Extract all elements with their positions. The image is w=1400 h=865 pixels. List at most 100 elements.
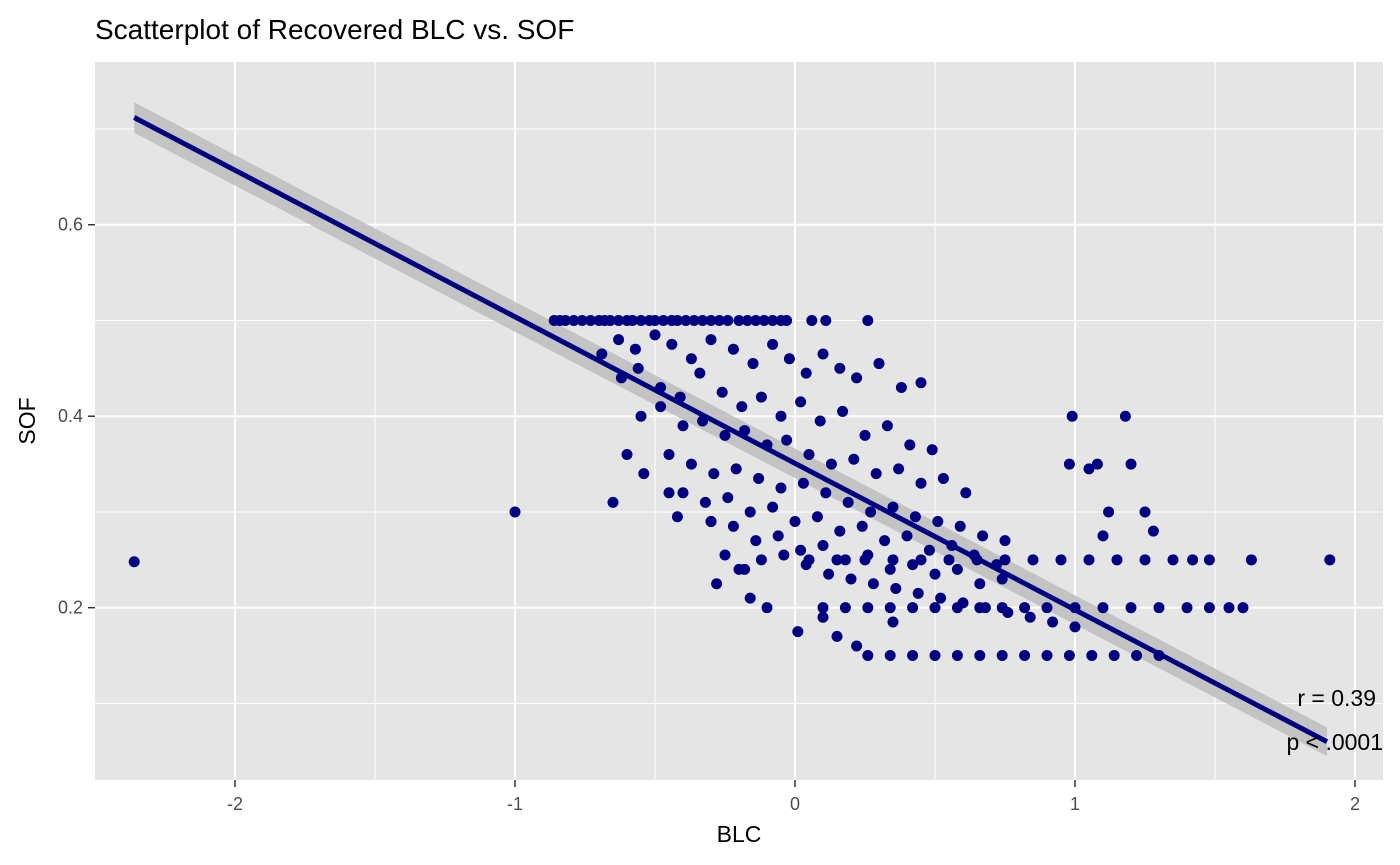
data-point <box>929 568 941 580</box>
data-point <box>1223 602 1235 614</box>
data-point <box>887 554 899 566</box>
data-point <box>722 492 734 504</box>
data-point <box>1066 410 1078 422</box>
data-point <box>629 343 641 355</box>
data-point <box>923 544 935 556</box>
data-point <box>1083 463 1095 475</box>
data-point <box>1097 530 1109 542</box>
data-point <box>1063 458 1075 470</box>
data-point <box>977 530 989 542</box>
data-point <box>996 650 1008 662</box>
data-point <box>862 314 874 326</box>
data-point <box>1108 650 1120 662</box>
data-point <box>1324 554 1336 566</box>
data-point <box>775 482 787 494</box>
data-point <box>733 314 745 326</box>
data-point <box>1041 602 1053 614</box>
data-point <box>999 535 1011 547</box>
data-point <box>859 554 871 566</box>
data-point <box>677 420 689 432</box>
data-point <box>638 468 650 480</box>
data-point <box>887 501 899 513</box>
data-point <box>772 530 784 542</box>
data-point <box>719 429 731 441</box>
data-point <box>1024 611 1036 623</box>
data-point <box>907 602 919 614</box>
p-value-annotation: p < .0001 <box>1286 729 1383 755</box>
data-point <box>789 516 801 528</box>
data-point <box>671 511 683 523</box>
data-point <box>884 602 896 614</box>
data-point <box>817 602 829 614</box>
data-point <box>680 314 692 326</box>
data-point <box>708 468 720 480</box>
data-point <box>671 314 683 326</box>
data-point <box>996 573 1008 585</box>
data-point <box>568 314 580 326</box>
y-tick-label: 0.2 <box>58 598 83 618</box>
data-point <box>755 554 767 566</box>
data-point <box>1091 458 1103 470</box>
data-point <box>781 314 793 326</box>
data-point <box>1203 554 1215 566</box>
data-point <box>722 314 734 326</box>
data-point <box>694 367 706 379</box>
data-point <box>705 334 717 346</box>
data-point <box>128 556 140 568</box>
data-point <box>1147 525 1159 537</box>
data-point <box>1153 602 1165 614</box>
data-point <box>915 377 927 389</box>
data-point <box>817 348 829 360</box>
data-point <box>803 449 815 461</box>
data-point <box>951 563 963 575</box>
data-point <box>663 449 675 461</box>
data-point <box>912 587 924 599</box>
data-point <box>1086 650 1098 662</box>
data-point <box>727 343 739 355</box>
data-point <box>825 458 837 470</box>
data-point <box>865 506 877 518</box>
data-point <box>716 386 728 398</box>
data-point <box>1097 602 1109 614</box>
data-point <box>1167 554 1179 566</box>
correlation-annotation: r = 0.39 <box>1297 685 1376 711</box>
data-point <box>730 463 742 475</box>
data-point <box>1119 410 1131 422</box>
data-point <box>1131 650 1143 662</box>
data-point <box>761 602 773 614</box>
data-point <box>758 314 770 326</box>
data-point <box>1187 554 1199 566</box>
data-point <box>655 401 667 413</box>
data-point <box>1139 554 1151 566</box>
data-point <box>783 353 795 365</box>
data-point <box>509 506 521 518</box>
x-axis-title: BLC <box>717 821 762 847</box>
data-point <box>895 381 907 393</box>
data-point <box>845 573 857 585</box>
data-point <box>744 506 756 518</box>
data-point <box>879 535 891 547</box>
data-point <box>741 314 753 326</box>
data-point <box>719 549 731 561</box>
data-point <box>814 415 826 427</box>
data-point <box>1047 616 1059 628</box>
data-point <box>635 410 647 422</box>
data-point <box>713 314 725 326</box>
data-point <box>1041 650 1053 662</box>
data-point <box>884 563 896 575</box>
data-point <box>937 472 949 484</box>
data-point <box>699 496 711 508</box>
y-axis-title: SOF <box>14 397 40 444</box>
data-point <box>747 358 759 370</box>
data-point <box>635 314 647 326</box>
data-point <box>705 516 717 528</box>
x-tick-label: 0 <box>790 794 800 814</box>
data-point <box>607 496 619 508</box>
data-point <box>1055 554 1067 566</box>
data-point <box>907 650 919 662</box>
data-point <box>792 626 804 638</box>
data-point <box>856 520 868 532</box>
data-point <box>932 516 944 528</box>
data-point <box>632 362 644 374</box>
